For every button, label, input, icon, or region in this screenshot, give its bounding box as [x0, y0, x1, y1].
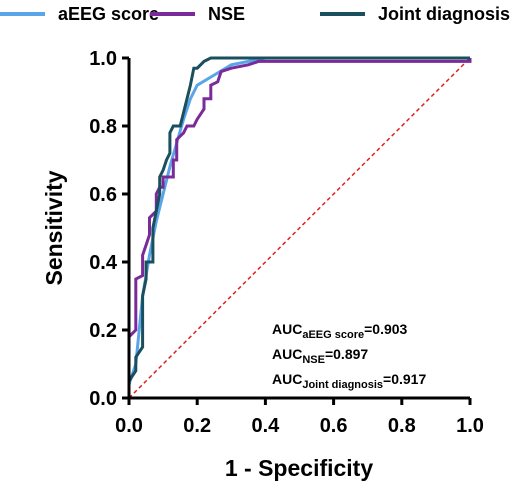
auc-annotation: AUCNSE=0.897 [272, 346, 368, 366]
y-tick-label: 0.2 [89, 320, 117, 342]
y-tick-label: 0.0 [89, 388, 117, 410]
auc-annotation: AUCJoint diagnosis=0.917 [272, 371, 426, 391]
x-tick-label: 1.0 [456, 415, 484, 437]
auc-value: =0.897 [325, 346, 368, 362]
y-tick-label: 0.6 [89, 184, 117, 206]
legend-label: NSE [208, 4, 245, 24]
auc-main: AUC [272, 346, 302, 362]
legend-label: Joint diagnosis [378, 4, 510, 24]
roc-curve [127, 56, 470, 398]
auc-annotation: AUCaEEG score=0.903 [272, 321, 408, 341]
x-axis-label: 1 - Specificity [225, 455, 373, 481]
auc-sub: Joint diagnosis [302, 379, 383, 391]
y-tick-label: 0.8 [89, 116, 117, 138]
auc-value: =0.917 [383, 371, 426, 387]
x-tick-label: 0.6 [320, 415, 348, 437]
roc-curve [127, 58, 472, 398]
reference-line [128, 57, 471, 399]
x-tick-label: 0.0 [115, 415, 143, 437]
auc-sub: aEEG score [302, 329, 364, 341]
x-tick-label: 0.2 [183, 415, 211, 437]
y-tick-label: 1.0 [89, 48, 117, 70]
y-tick-label: 0.4 [89, 252, 118, 274]
auc-value: =0.903 [364, 321, 407, 337]
x-tick-label: 0.8 [388, 415, 416, 437]
x-tick-label: 0.4 [251, 415, 280, 437]
y-axis-label: Sensitivity [41, 170, 67, 285]
legend-label: aEEG score [58, 4, 159, 24]
auc-main: AUC [272, 321, 302, 337]
auc-main: AUC [272, 371, 302, 387]
auc-sub: NSE [302, 354, 325, 366]
